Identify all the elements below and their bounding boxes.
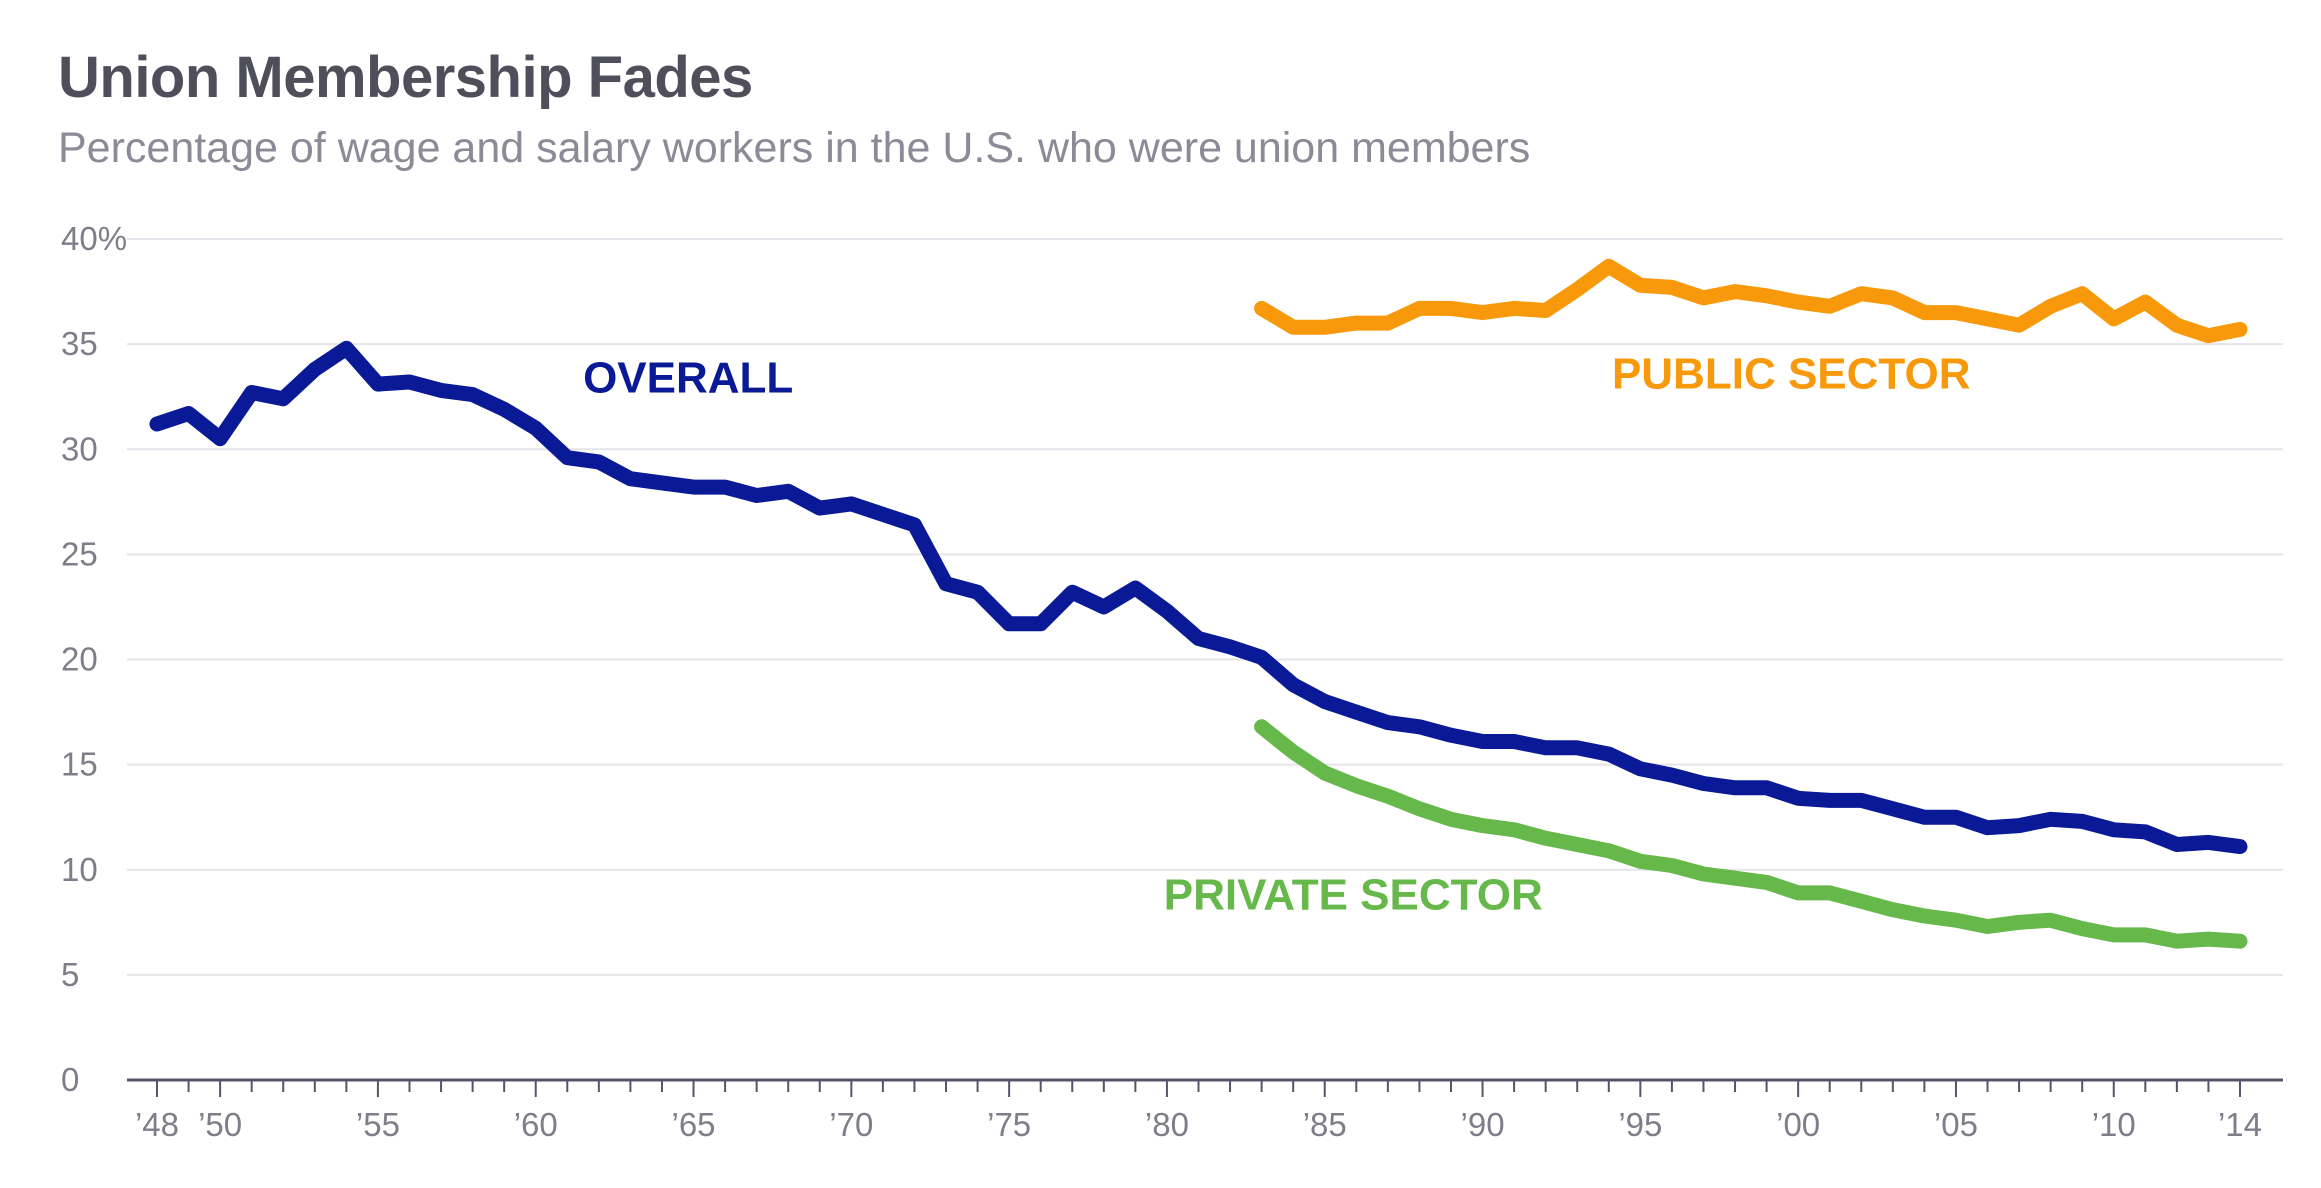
series-lines (149, 258, 2248, 949)
chart-subtitle: Percentage of wage and salary workers in… (58, 124, 1531, 172)
x-tick-label: ’55 (356, 1106, 400, 1143)
y-tick-label: 0 (61, 1061, 79, 1098)
y-tick-label: 15 (61, 746, 98, 783)
series-line-overall (149, 340, 2248, 855)
x-tick-label: ’10 (2092, 1106, 2136, 1143)
y-tick-label: 10 (61, 851, 98, 888)
y-tick-label: 40% (61, 220, 127, 257)
series-label-private-sector: PRIVATE SECTOR (1164, 871, 1543, 920)
series-labels: OVERALL PUBLIC SECTOR PRIVATE SECTOR (583, 349, 1970, 919)
series-line-private-sector (1254, 719, 2248, 949)
x-tick-label: ’70 (829, 1106, 873, 1143)
x-tick-label: ’48 (135, 1106, 179, 1143)
x-tick-label: ’95 (1618, 1106, 1662, 1143)
y-tick-label: 25 (61, 535, 98, 572)
series-label-public-sector: PUBLIC SECTOR (1612, 349, 1971, 398)
x-tick-label: ’75 (987, 1106, 1031, 1143)
gridlines (127, 238, 2283, 976)
x-tick-label: ’80 (1145, 1106, 1189, 1143)
y-axis-tick-labels: 40% 35 30 25 20 15 10 5 0 (61, 220, 127, 1098)
x-axis: ’48 ’50 ’55 ’60 ’65 ’70 ’75 ’80 ’85 ’90 ’95 ’00 ’05 ’… (127, 1078, 2283, 1143)
x-tick-label: ’05 (1934, 1106, 1978, 1143)
chart-title: Union Membership Fades (58, 45, 753, 110)
x-tick-label: ’65 (672, 1106, 716, 1143)
series-label-overall: OVERALL (583, 353, 793, 402)
x-tick-label: ’00 (1776, 1106, 1820, 1143)
x-tick-label: ’60 (514, 1106, 558, 1143)
y-tick-label: 30 (61, 430, 98, 467)
y-tick-label: 35 (61, 325, 98, 362)
x-tick-label: ’14 (2218, 1106, 2262, 1143)
x-tick-label: ’50 (198, 1106, 242, 1143)
y-tick-label: 5 (61, 956, 79, 993)
x-tick-label: ’90 (1461, 1106, 1505, 1143)
series-line-public-sector (1254, 258, 2248, 344)
y-tick-label: 20 (61, 641, 98, 678)
x-tick-label: ’85 (1303, 1106, 1347, 1143)
